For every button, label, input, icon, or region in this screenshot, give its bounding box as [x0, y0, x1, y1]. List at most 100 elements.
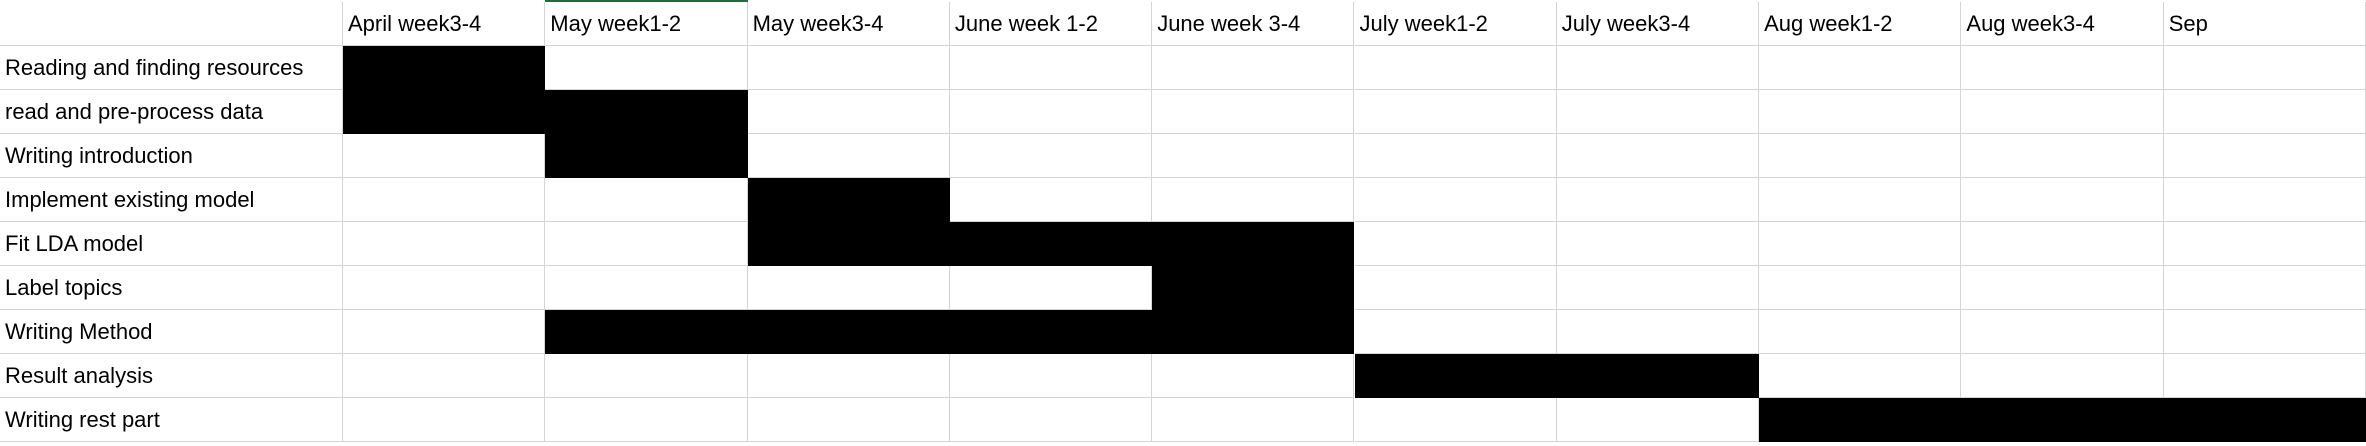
gantt-empty-cell[interactable] — [1759, 222, 1962, 266]
gantt-bar-cell[interactable] — [343, 90, 546, 134]
gantt-empty-cell[interactable] — [1556, 46, 1760, 90]
gantt-bar-cell[interactable] — [1556, 354, 1760, 398]
column-header-cell[interactable] — [1759, 2, 1962, 46]
gantt-empty-cell[interactable] — [949, 46, 1153, 90]
gantt-empty-cell[interactable] — [545, 46, 748, 90]
gantt-empty-cell[interactable] — [1152, 134, 1355, 178]
gantt-empty-cell[interactable] — [747, 46, 950, 90]
gantt-empty-cell[interactable] — [1556, 222, 1760, 266]
gantt-empty-cell[interactable] — [2163, 90, 2366, 134]
gantt-empty-cell[interactable] — [343, 310, 546, 354]
gantt-empty-cell[interactable] — [2163, 354, 2366, 398]
gantt-bar-cell[interactable] — [545, 310, 748, 354]
gantt-empty-cell[interactable] — [343, 222, 546, 266]
gantt-empty-cell[interactable] — [949, 398, 1153, 442]
column-header-cell[interactable] — [2163, 2, 2366, 46]
gantt-empty-cell[interactable] — [1961, 266, 2164, 310]
gantt-bar-cell[interactable] — [1354, 354, 1557, 398]
column-header-cell[interactable] — [1556, 2, 1760, 46]
gantt-empty-cell[interactable] — [1961, 90, 2164, 134]
gantt-bar-cell[interactable] — [1152, 266, 1355, 310]
gantt-bar-cell[interactable] — [545, 134, 748, 178]
task-label-cell[interactable] — [0, 178, 343, 222]
gantt-empty-cell[interactable] — [1961, 310, 2164, 354]
gantt-empty-cell[interactable] — [343, 398, 546, 442]
gantt-empty-cell[interactable] — [1152, 178, 1355, 222]
gantt-empty-cell[interactable] — [1961, 354, 2164, 398]
gantt-bar-cell[interactable] — [747, 310, 950, 354]
gantt-empty-cell[interactable] — [747, 354, 950, 398]
gantt-empty-cell[interactable] — [1354, 266, 1557, 310]
gantt-empty-cell[interactable] — [1354, 398, 1557, 442]
gantt-empty-cell[interactable] — [1354, 222, 1557, 266]
gantt-empty-cell[interactable] — [747, 266, 950, 310]
gantt-empty-cell[interactable] — [1759, 46, 1962, 90]
column-header-cell[interactable] — [1152, 2, 1355, 46]
gantt-empty-cell[interactable] — [747, 398, 950, 442]
gantt-empty-cell[interactable] — [2163, 222, 2366, 266]
gantt-empty-cell[interactable] — [747, 90, 950, 134]
gantt-empty-cell[interactable] — [1759, 310, 1962, 354]
column-header-cell[interactable] — [343, 2, 546, 46]
task-label-cell[interactable] — [0, 266, 343, 310]
task-label-cell[interactable] — [0, 398, 343, 442]
task-label-cell[interactable] — [0, 354, 343, 398]
gantt-empty-cell[interactable] — [1759, 90, 1962, 134]
gantt-empty-cell[interactable] — [949, 90, 1153, 134]
gantt-empty-cell[interactable] — [1152, 46, 1355, 90]
gantt-empty-cell[interactable] — [2163, 178, 2366, 222]
column-header-cell[interactable] — [949, 2, 1153, 46]
gantt-empty-cell[interactable] — [949, 354, 1153, 398]
gantt-empty-cell[interactable] — [343, 178, 546, 222]
gantt-empty-cell[interactable] — [1556, 90, 1760, 134]
gantt-empty-cell[interactable] — [1152, 398, 1355, 442]
gantt-empty-cell[interactable] — [545, 354, 748, 398]
gantt-empty-cell[interactable] — [343, 266, 546, 310]
gantt-bar-cell[interactable] — [1961, 398, 2164, 442]
gantt-empty-cell[interactable] — [1556, 134, 1760, 178]
gantt-empty-cell[interactable] — [1961, 134, 2164, 178]
gantt-empty-cell[interactable] — [747, 134, 950, 178]
gantt-empty-cell[interactable] — [1152, 354, 1355, 398]
gantt-bar-cell[interactable] — [747, 222, 950, 266]
gantt-empty-cell[interactable] — [2163, 310, 2366, 354]
column-header-cell[interactable] — [1354, 2, 1557, 46]
gantt-bar-cell[interactable] — [949, 310, 1153, 354]
gantt-empty-cell[interactable] — [1556, 178, 1760, 222]
gantt-empty-cell[interactable] — [1759, 178, 1962, 222]
gantt-bar-cell[interactable] — [949, 222, 1153, 266]
gantt-empty-cell[interactable] — [2163, 266, 2366, 310]
gantt-empty-cell[interactable] — [1961, 46, 2164, 90]
gantt-bar-cell[interactable] — [747, 178, 950, 222]
gantt-empty-cell[interactable] — [1556, 398, 1760, 442]
gantt-empty-cell[interactable] — [1961, 178, 2164, 222]
gantt-empty-cell[interactable] — [1354, 90, 1557, 134]
task-label-cell[interactable] — [0, 222, 343, 266]
gantt-empty-cell[interactable] — [1759, 266, 1962, 310]
gantt-empty-cell[interactable] — [2163, 134, 2366, 178]
gantt-empty-cell[interactable] — [545, 178, 748, 222]
gantt-bar-cell[interactable] — [2163, 398, 2366, 442]
gantt-empty-cell[interactable] — [949, 134, 1153, 178]
gantt-bar-cell[interactable] — [1759, 398, 1962, 442]
gantt-empty-cell[interactable] — [1354, 134, 1557, 178]
gantt-empty-cell[interactable] — [545, 266, 748, 310]
gantt-bar-cell[interactable] — [1152, 222, 1355, 266]
column-header-cell[interactable] — [747, 2, 950, 46]
gantt-empty-cell[interactable] — [2163, 46, 2366, 90]
gantt-empty-cell[interactable] — [1556, 266, 1760, 310]
gantt-empty-cell[interactable] — [1759, 134, 1962, 178]
gantt-empty-cell[interactable] — [949, 178, 1153, 222]
gantt-empty-cell[interactable] — [545, 398, 748, 442]
gantt-bar-cell[interactable] — [1152, 310, 1355, 354]
gantt-empty-cell[interactable] — [1961, 222, 2164, 266]
gantt-bar-cell[interactable] — [343, 46, 546, 90]
task-label-cell[interactable] — [0, 134, 343, 178]
gantt-bar-cell[interactable] — [545, 90, 748, 134]
column-header-cell[interactable] — [1961, 2, 2164, 46]
gantt-empty-cell[interactable] — [949, 266, 1153, 310]
gantt-empty-cell[interactable] — [1354, 46, 1557, 90]
gantt-empty-cell[interactable] — [1354, 178, 1557, 222]
gantt-empty-cell[interactable] — [1354, 310, 1557, 354]
gantt-empty-cell[interactable] — [545, 222, 748, 266]
